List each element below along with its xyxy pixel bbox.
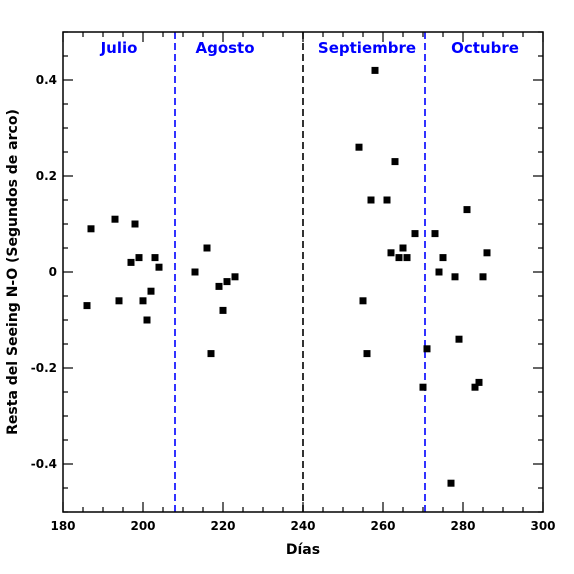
data-point: [219, 306, 227, 314]
data-point: [359, 297, 367, 305]
data-point: [395, 254, 403, 262]
data-point: [471, 383, 479, 391]
data-point: [127, 258, 135, 266]
data-point: [223, 278, 231, 286]
x-tick-label: 300: [530, 519, 555, 533]
month-label: Octubre: [451, 39, 519, 57]
data-points: [83, 66, 491, 487]
data-point: [143, 316, 151, 324]
data-point: [355, 143, 363, 151]
month-separators: [174, 32, 426, 512]
y-tick-labels: -0.4 -0.2 0 0.2 0.4: [31, 73, 57, 471]
data-point: [411, 230, 419, 238]
data-point: [367, 196, 375, 204]
data-point: [83, 302, 91, 310]
data-point: [191, 268, 199, 276]
data-point: [463, 206, 471, 214]
plot-frame: [62, 31, 544, 513]
y-tick-label: -0.4: [31, 457, 57, 471]
month-label: Septiembre: [318, 39, 416, 57]
x-tick-label: 180: [50, 519, 75, 533]
y-tick-label: 0: [49, 265, 57, 279]
month-label: Julio: [100, 39, 138, 57]
data-point: [479, 273, 487, 281]
data-point: [215, 282, 223, 290]
data-point: [423, 345, 431, 353]
data-point: [387, 249, 395, 257]
data-point: [203, 244, 211, 252]
axis-ticks: [62, 31, 544, 513]
data-point: [383, 196, 391, 204]
data-point: [207, 350, 215, 358]
data-point: [403, 254, 411, 262]
data-point: [151, 254, 159, 262]
month-labels: Julio Agosto Septiembre Octubre: [100, 39, 519, 57]
data-point: [155, 263, 163, 271]
data-point: [455, 335, 463, 343]
data-point: [451, 273, 459, 281]
y-tick-label: -0.2: [31, 361, 57, 375]
month-label: Agosto: [195, 39, 254, 57]
data-point: [399, 244, 407, 252]
x-tick-labels: 180 200 220 240 260 280 300: [50, 519, 555, 533]
data-point: [363, 350, 371, 358]
y-tick-label: 0.4: [36, 73, 57, 87]
data-point: [439, 254, 447, 262]
x-tick-label: 220: [210, 519, 235, 533]
data-point: [139, 297, 147, 305]
y-axis-title: Resta del Seeing N-O (Segundos de arco): [5, 109, 21, 435]
y-tick-label: 0.2: [36, 169, 57, 183]
x-tick-label: 200: [130, 519, 155, 533]
data-point: [147, 287, 155, 295]
x-tick-label: 240: [290, 519, 315, 533]
data-point: [131, 220, 139, 228]
x-tick-label: 280: [450, 519, 475, 533]
data-point: [371, 66, 379, 74]
data-point: [447, 479, 455, 487]
data-point: [115, 297, 123, 305]
data-point: [431, 230, 439, 238]
data-point: [483, 249, 491, 257]
data-point: [391, 158, 399, 166]
x-tick-label: 260: [370, 519, 395, 533]
data-point: [231, 273, 239, 281]
data-point: [419, 383, 427, 391]
data-point: [435, 268, 443, 276]
data-point: [87, 225, 95, 233]
x-axis-title: Días: [286, 542, 320, 558]
data-point: [135, 254, 143, 262]
data-point: [475, 378, 483, 386]
data-point: [111, 215, 119, 223]
